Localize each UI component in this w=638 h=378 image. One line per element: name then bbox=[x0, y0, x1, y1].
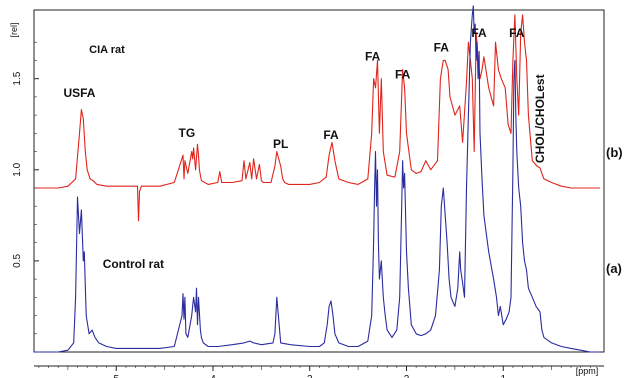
series-line-control-rat bbox=[34, 5, 600, 353]
annotation-fa: FA bbox=[323, 128, 339, 142]
y-axis-label: [rel] bbox=[9, 22, 19, 37]
annotation-pl: PL bbox=[273, 137, 288, 151]
x-axis-label: [ppm] bbox=[576, 366, 599, 376]
annotation-cia-rat: CIA rat bbox=[89, 44, 125, 56]
x-tick-label: 1 bbox=[500, 374, 506, 378]
axis-layer: 5 4 3 2 1 [ppm] 0.5 1.0 1.5 [rel] bbox=[9, 22, 604, 378]
x-tick-label: 5 bbox=[113, 374, 119, 378]
annotation-fa: FA bbox=[434, 40, 450, 54]
series-line-cia-rat bbox=[34, 14, 600, 222]
plot-frame bbox=[33, 9, 605, 353]
x-tick-label: 4 bbox=[210, 374, 216, 378]
annotation-layer: CIA rat Control rat USFA TG PL FA FA FA FA FA FA CH… bbox=[63, 26, 546, 271]
series-layer bbox=[34, 5, 600, 353]
annotation-fa: FA bbox=[471, 26, 487, 40]
annotation-chol-cholest: CHOL/CHOLest bbox=[533, 74, 547, 163]
plot-border bbox=[33, 9, 605, 353]
side-label-a: (a) bbox=[606, 261, 622, 276]
annotation-fa: FA bbox=[509, 26, 525, 40]
y-tick-label: 0.5 bbox=[12, 254, 23, 268]
x-tick-label: 3 bbox=[307, 374, 313, 378]
annotation-control-rat: Control rat bbox=[103, 257, 164, 271]
annotation-tg: TG bbox=[179, 126, 196, 140]
y-tick-label: 1.0 bbox=[12, 162, 23, 176]
annotation-usfa: USFA bbox=[63, 86, 95, 100]
side-label-b: (b) bbox=[606, 145, 623, 160]
y-tick-label: 1.5 bbox=[12, 71, 23, 85]
x-tick-label: 2 bbox=[404, 374, 410, 378]
annotation-fa: FA bbox=[395, 68, 411, 82]
annotation-fa: FA bbox=[365, 49, 381, 63]
